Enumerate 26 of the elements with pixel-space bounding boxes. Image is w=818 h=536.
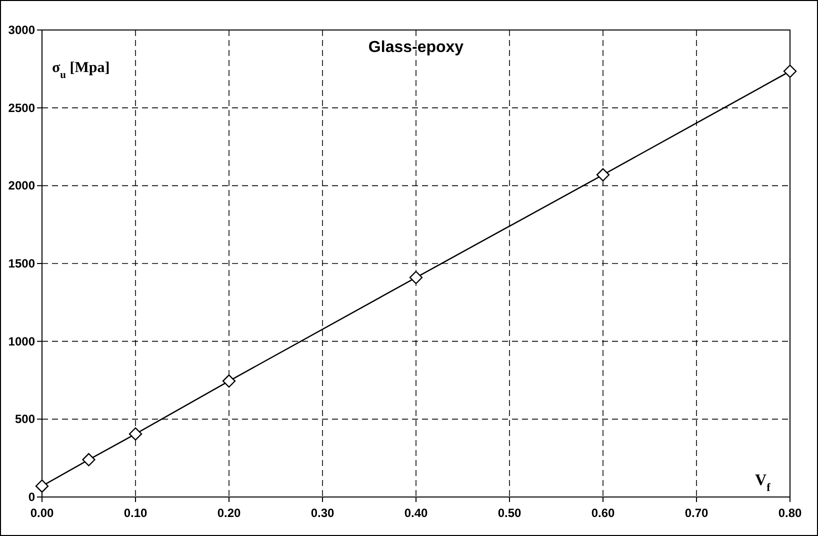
x-tick-label: 0.40	[404, 506, 428, 520]
y-tick-label: 2000	[8, 178, 36, 193]
point	[128, 427, 142, 441]
x-tick-label: 0.00	[30, 506, 54, 520]
point	[409, 270, 423, 284]
x-tick-label: 0.30	[310, 506, 334, 520]
y-tick-label: 0	[28, 490, 36, 504]
y-tick-label: 1500	[8, 256, 36, 270]
x-tick-label: 0.50	[498, 506, 522, 520]
x-tick-label: 0.70	[684, 506, 708, 520]
point	[35, 480, 49, 493]
x-tick-label: 0.10	[124, 506, 148, 520]
point	[596, 168, 610, 182]
text: Glass-epoxy	[368, 39, 464, 56]
y-axis-title: σ$_{u}$ [Mpa]	[52, 60, 110, 80]
point	[82, 453, 96, 466]
point	[783, 64, 797, 78]
x-tick-label: 0.80	[778, 506, 802, 520]
y-tick-label: 500	[14, 412, 36, 426]
x-tick-label: 0.60	[591, 506, 615, 520]
y-tick-label: 1000	[8, 334, 36, 348]
point	[222, 374, 236, 388]
x-axis-title: V$_{f}$	[755, 472, 771, 494]
y-tick-label: 2500	[8, 100, 36, 115]
y-tick-label: 3000	[8, 23, 36, 37]
x-tick-label: 0.20	[217, 506, 241, 520]
